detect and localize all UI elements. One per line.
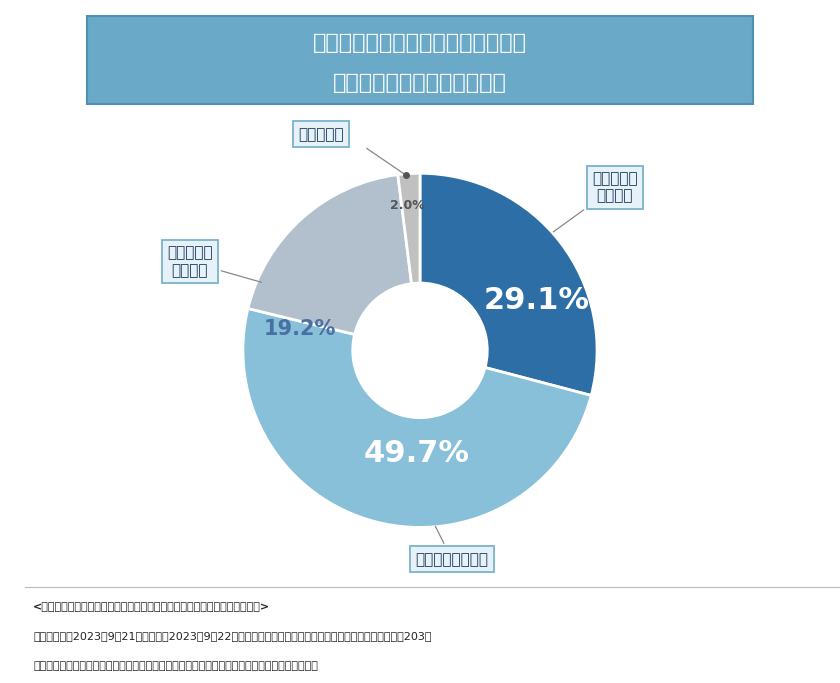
Text: どちらとも
言えない: どちらとも 言えない (167, 246, 261, 282)
Text: ・調査機関：2023年9月21日（木）～2023年9月22日（金）　・調査方法：インターネット調査　・調査数：203人: ・調査機関：2023年9月21日（木）～2023年9月22日（金） ・調査方法：… (34, 632, 432, 641)
Circle shape (353, 283, 487, 417)
Text: 人手不足を感じていますか？: 人手不足を感じていますか？ (333, 73, 507, 93)
Wedge shape (248, 175, 412, 335)
Text: 余っている: 余っている (298, 127, 344, 142)
Text: 2.0%: 2.0% (391, 199, 425, 212)
Text: ・調査対象：上場企業のサステナビリティ業務に携わる方　・モニター提供：ゼネラルリサーチ: ・調査対象：上場企業のサステナビリティ業務に携わる方 ・モニター提供：ゼネラルリ… (34, 661, 318, 671)
Text: サスティナビリティ業務を行う上で: サスティナビリティ業務を行う上で (313, 33, 527, 53)
FancyBboxPatch shape (87, 16, 753, 104)
Wedge shape (420, 173, 597, 395)
Text: 49.7%: 49.7% (364, 438, 470, 468)
Text: 29.1%: 29.1% (484, 286, 590, 316)
Text: とても不足
している: とても不足 している (554, 171, 638, 232)
Text: やや不足している: やや不足している (415, 527, 488, 567)
Text: <調査概要：「上場企業におけるサステナビリティ業務」に関する実態調査>: <調査概要：「上場企業におけるサステナビリティ業務」に関する実態調査> (34, 602, 270, 612)
Text: 19.2%: 19.2% (264, 319, 336, 339)
Wedge shape (243, 309, 591, 527)
Wedge shape (398, 173, 420, 283)
